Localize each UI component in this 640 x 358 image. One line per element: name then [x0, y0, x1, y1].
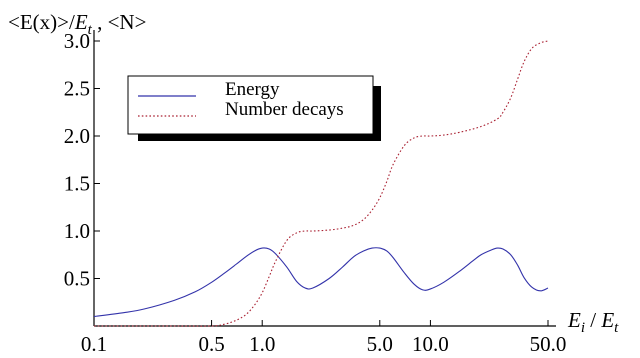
x-tick-label: 50.0	[530, 332, 567, 356]
x-axis-title-sub2: t	[614, 320, 619, 336]
y-axis-title-part1: <E(x)>/	[8, 10, 75, 34]
y-tick-label: 1.5	[64, 172, 90, 196]
series-line-number-decays	[94, 40, 549, 327]
y-axis-title-part2: , <N>	[92, 10, 147, 34]
x-tick-label: 10.0	[412, 332, 449, 356]
legend-label-energy: Energy	[225, 79, 280, 100]
y-axis-title-var: E	[74, 10, 88, 34]
y-tick-label: 3.0	[64, 29, 90, 53]
y-tick-label: 2.5	[64, 77, 90, 101]
x-axis-title-var1: E	[567, 308, 581, 332]
series-layer	[93, 40, 549, 327]
x-tick-label: 1.0	[249, 332, 275, 356]
legend: Energy Number decays	[127, 75, 381, 141]
x-tick-label: 0.5	[198, 332, 224, 356]
x-axis-title-sub1: i	[581, 320, 585, 336]
x-axis-title: Ei / Et	[567, 308, 619, 336]
y-tick-label: 1.0	[64, 219, 90, 243]
x-tick-label: 0.1	[81, 332, 107, 356]
y-axis-title: <E(x)>/Et , <N>	[8, 10, 146, 38]
x-axis-title-slash: /	[585, 308, 601, 332]
y-tick-label: 2.0	[64, 124, 90, 148]
legend-label-number-decays: Number decays	[225, 99, 344, 120]
x-axis-title-var2: E	[600, 308, 614, 332]
x-tick-label: 5.0	[367, 332, 393, 356]
y-tick-label: 0.5	[64, 267, 90, 291]
series-line-energy	[93, 247, 549, 318]
y-axis-title-sub: t	[88, 22, 93, 38]
ticks-layer: 0.1 0.5 1.0 5.0 10.0 50.0 0.5 1.0 1.5 2.0 2.5 3.0	[64, 29, 567, 356]
legend-box	[127, 75, 374, 135]
